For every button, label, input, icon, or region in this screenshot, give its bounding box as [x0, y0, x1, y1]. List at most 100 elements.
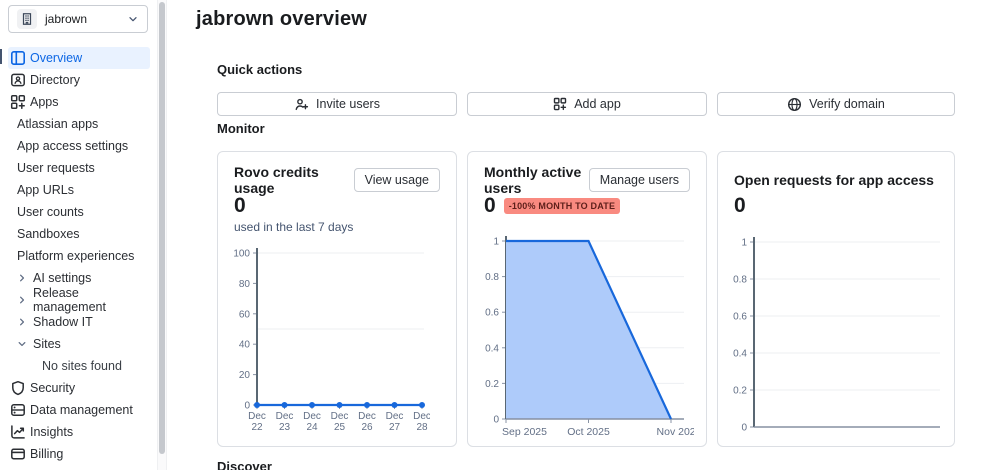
- button-label: Add app: [574, 97, 621, 111]
- svg-text:Sep 2025: Sep 2025: [502, 426, 547, 438]
- apps-icon: [10, 94, 26, 110]
- sidebar-item-billing[interactable]: Billing: [8, 443, 150, 465]
- sidebar-item-label: User requests: [17, 161, 95, 175]
- svg-text:0.8: 0.8: [733, 275, 747, 286]
- sidebar-scrollbar[interactable]: [157, 0, 167, 470]
- sidebar-item-insights[interactable]: Insights: [8, 421, 150, 443]
- sidebar-item-label: Overview: [30, 51, 83, 65]
- invite-users-button[interactable]: Invite users: [217, 92, 457, 116]
- directory-icon: [10, 72, 26, 88]
- globe-icon: [787, 97, 802, 112]
- sidebar-item-label: App access settings: [17, 139, 129, 153]
- svg-text:0: 0: [741, 423, 747, 434]
- button-label: Verify domain: [809, 97, 885, 111]
- svg-text:0.2: 0.2: [485, 379, 499, 390]
- svg-text:Oct 2025: Oct 2025: [567, 426, 610, 438]
- data-management-icon: [10, 402, 26, 418]
- insights-icon: [10, 424, 26, 440]
- sidebar-item-overview[interactable]: Overview: [8, 47, 150, 69]
- invite-user-icon: [294, 97, 309, 112]
- verify-domain-button[interactable]: Verify domain: [717, 92, 955, 116]
- chevron-right-icon: [17, 295, 27, 305]
- svg-text:60: 60: [239, 309, 251, 320]
- svg-text:1: 1: [741, 238, 747, 249]
- sidebar-item-label: Atlassian apps: [17, 117, 99, 131]
- selected-edge-indicator: [0, 49, 2, 64]
- sidebar-item-no-sites-found: No sites found: [8, 355, 150, 377]
- sidebar-item-release-management[interactable]: Release management: [8, 286, 150, 314]
- card-value: 0: [234, 194, 246, 217]
- sidebar-item-app-access-settings[interactable]: App access settings: [8, 135, 150, 157]
- svg-text:0.4: 0.4: [733, 349, 747, 360]
- add-app-icon: [553, 97, 567, 111]
- svg-text:0.4: 0.4: [485, 343, 499, 354]
- page-title: jabrown overview: [196, 8, 368, 30]
- sidebar-item-sandboxes[interactable]: Sandboxes: [8, 223, 150, 245]
- svg-text:0.8: 0.8: [485, 272, 499, 283]
- open-requests-for-app-access-chart: 0 0.2 0.4 0.6 0.8 1: [733, 237, 940, 434]
- sidebar-item-ai-settings[interactable]: AI settings: [8, 267, 150, 289]
- sidebar-item-label: No sites found: [42, 359, 122, 373]
- sidebar-item-shadow-it[interactable]: Shadow IT: [8, 311, 150, 333]
- rovo-credits-usage-chart: 0 20 40 60 80 100 Dec 22 Dec 23 Dec 24 Dec 25 Dec 26 Dec…: [233, 248, 430, 433]
- sidebar-item-label: User counts: [17, 205, 84, 219]
- sidebar-item-label: Billing: [30, 447, 64, 461]
- svg-text:40: 40: [239, 340, 251, 351]
- month-to-date-badge: -100% MONTH TO DATE: [503, 198, 621, 214]
- chevron-right-icon: [17, 273, 27, 283]
- sidebar-item-apps[interactable]: Apps: [8, 91, 150, 113]
- add-app-button[interactable]: Add app: [467, 92, 707, 116]
- svg-text:100: 100: [233, 249, 250, 260]
- discover-heading: Discover: [217, 459, 272, 470]
- quick-actions-heading: Quick actions: [217, 62, 303, 77]
- svg-text:1: 1: [493, 237, 499, 248]
- svg-text:0: 0: [493, 415, 499, 426]
- card-value: 0: [484, 194, 496, 217]
- card-title: Open requests for app access: [734, 172, 934, 188]
- sidebar-item-label: AI settings: [33, 271, 92, 285]
- sidebar-item-security[interactable]: Security: [8, 377, 150, 399]
- sidebar-item-user-counts[interactable]: User counts: [8, 201, 150, 223]
- sidebar-item-label: Directory: [30, 73, 81, 87]
- org-selector[interactable]: jabrown: [8, 5, 148, 33]
- svg-text:0: 0: [244, 401, 250, 412]
- main-content: jabrown overview Quick actions Invite us…: [168, 0, 999, 470]
- sidebar-scrollbar-thumb[interactable]: [159, 2, 165, 454]
- sidebar-item-platform-experiences[interactable]: Platform experiences: [8, 245, 150, 267]
- svg-text:0.2: 0.2: [733, 386, 747, 397]
- sidebar-item-label: Platform experiences: [17, 249, 135, 263]
- sidebar-item-label: Security: [30, 381, 76, 395]
- sidebar-item-label: Insights: [30, 425, 74, 439]
- sidebar: jabrown Overview Directory Apps Atlassian a…: [0, 0, 167, 470]
- manage-users-button[interactable]: Manage users: [588, 168, 690, 192]
- sidebar-item-user-requests[interactable]: User requests: [8, 157, 150, 179]
- sidebar-item-label: Apps: [30, 95, 59, 109]
- overview-icon: [10, 50, 26, 66]
- sidebar-item-label: Release management: [33, 286, 106, 314]
- monitor-heading: Monitor: [217, 121, 265, 136]
- sidebar-item-atlassian-apps[interactable]: Atlassian apps: [8, 113, 150, 135]
- card-subtitle: used in the last 7 days: [234, 220, 354, 234]
- sidebar-item-directory[interactable]: Directory: [8, 69, 150, 91]
- view-usage-button[interactable]: View usage: [353, 168, 440, 192]
- card-value: 0: [734, 194, 746, 217]
- sidebar-item-label: Data management: [30, 403, 133, 417]
- sidebar-item-data-management[interactable]: Data management: [8, 399, 150, 421]
- sidebar-item-sites[interactable]: Sites: [8, 333, 150, 355]
- org-building-icon: [17, 9, 37, 29]
- monitor-cards: Rovo credits usage View usage 0 used in the…: [217, 151, 955, 447]
- monthly-active-users-chart: 0 0.2 0.4 0.6 0.8 1 Sep 2025 Oct 2025 Nov 2025: [485, 236, 694, 438]
- sidebar-item-label: Shadow IT: [33, 315, 93, 329]
- chevron-down-icon: [127, 13, 139, 25]
- svg-text:80: 80: [239, 279, 251, 290]
- card-title: Rovo credits usage: [234, 164, 319, 196]
- sidebar-item-app-urls[interactable]: App URLs: [8, 179, 150, 201]
- card-open-requests-for-app-access: Open requests for app access 0 0 0.2 0.4 0.6 0…: [717, 151, 955, 447]
- chevron-down-icon: [17, 339, 27, 349]
- svg-text:0.6: 0.6: [485, 308, 499, 319]
- svg-text:20: 20: [239, 370, 251, 381]
